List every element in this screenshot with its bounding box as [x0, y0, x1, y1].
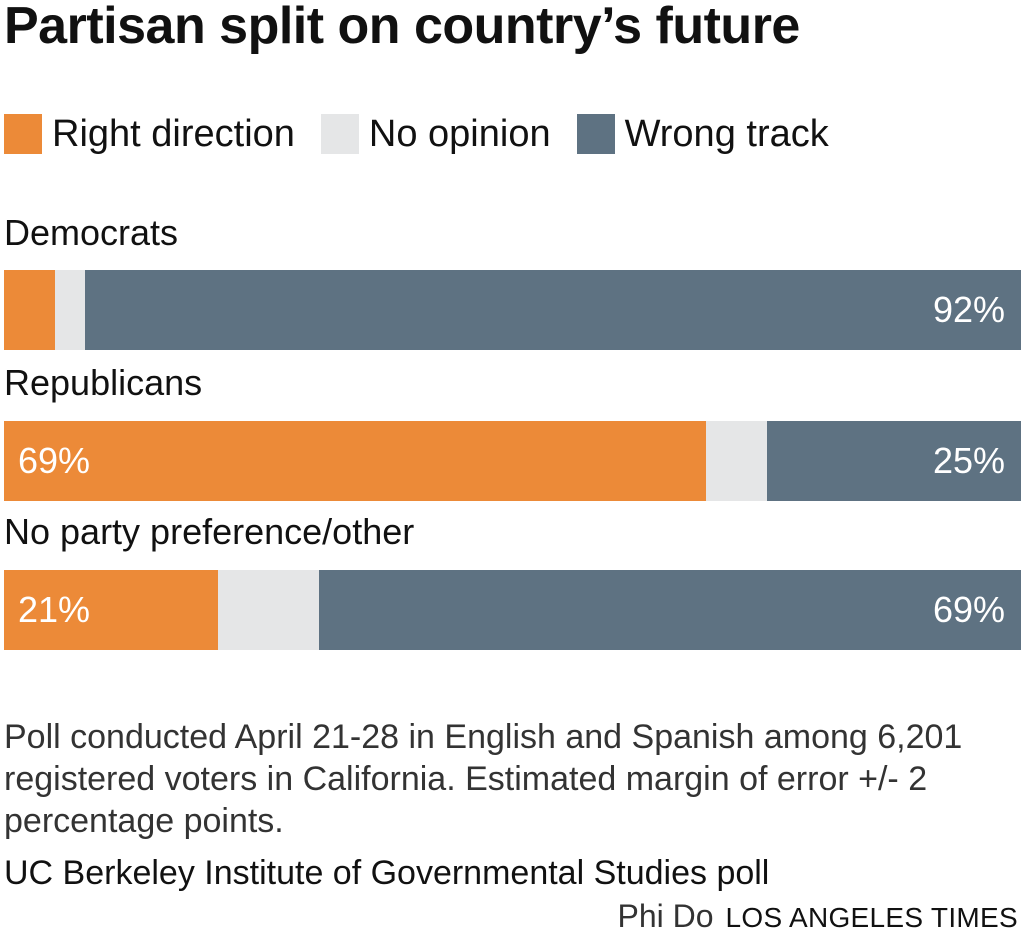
- group-label-republicans: Republicans: [4, 362, 203, 403]
- bar-segment-right-direction: [4, 270, 55, 350]
- legend-label-no-opinion: No opinion: [368, 112, 551, 155]
- bar-republicans: 69% 25%: [4, 421, 1021, 501]
- group-label-no-party: No party preference/other: [4, 511, 415, 552]
- legend-swatch-no-opinion: [320, 114, 359, 154]
- bar-value-label-left: 69%: [18, 440, 91, 481]
- legend-item-right-direction: Right direction: [4, 113, 295, 156]
- bar-segment-wrong-track: [319, 570, 1021, 650]
- legend: Right direction No opinion Wrong track: [4, 112, 855, 156]
- credit-name: Phi Do: [617, 898, 714, 934]
- bar-segment-no-opinion: [54, 270, 86, 350]
- bar-segment-right-direction: [4, 570, 218, 650]
- bar-no-party: 21% 69%: [4, 570, 1021, 650]
- legend-label-right-direction: Right direction: [52, 112, 295, 155]
- bar-segment-no-opinion: [705, 421, 767, 501]
- bar-segment-right-direction: [4, 421, 706, 501]
- bar-value-label-right: 69%: [932, 589, 1005, 630]
- source-line: UC Berkeley Institute of Governmental St…: [4, 854, 770, 892]
- bar-segment-no-opinion: [217, 570, 320, 650]
- bar-democrats: 92%: [4, 270, 1021, 350]
- chart-title: Partisan split on country’s future: [4, 0, 800, 55]
- legend-swatch-right-direction: [4, 114, 42, 154]
- legend-item-no-opinion: No opinion: [320, 112, 551, 156]
- bar-value-label-left: 21%: [18, 589, 91, 630]
- legend-item-wrong-track: Wrong track: [576, 112, 829, 156]
- legend-label-wrong-track: Wrong track: [624, 112, 829, 155]
- bar-value-label-right: 25%: [932, 440, 1005, 481]
- legend-swatch-wrong-track: [576, 114, 615, 154]
- bar-segment-wrong-track: [85, 270, 1021, 350]
- credit: Phi Do LOS ANGELES TIMES: [617, 898, 1018, 935]
- bar-value-label-right: 92%: [932, 289, 1005, 330]
- methodology-note: Poll conducted April 21-28 in English an…: [4, 718, 963, 840]
- bar-segment-wrong-track: [766, 421, 1021, 501]
- group-label-democrats: Democrats: [4, 212, 179, 253]
- credit-org: LOS ANGELES TIMES: [725, 902, 1018, 933]
